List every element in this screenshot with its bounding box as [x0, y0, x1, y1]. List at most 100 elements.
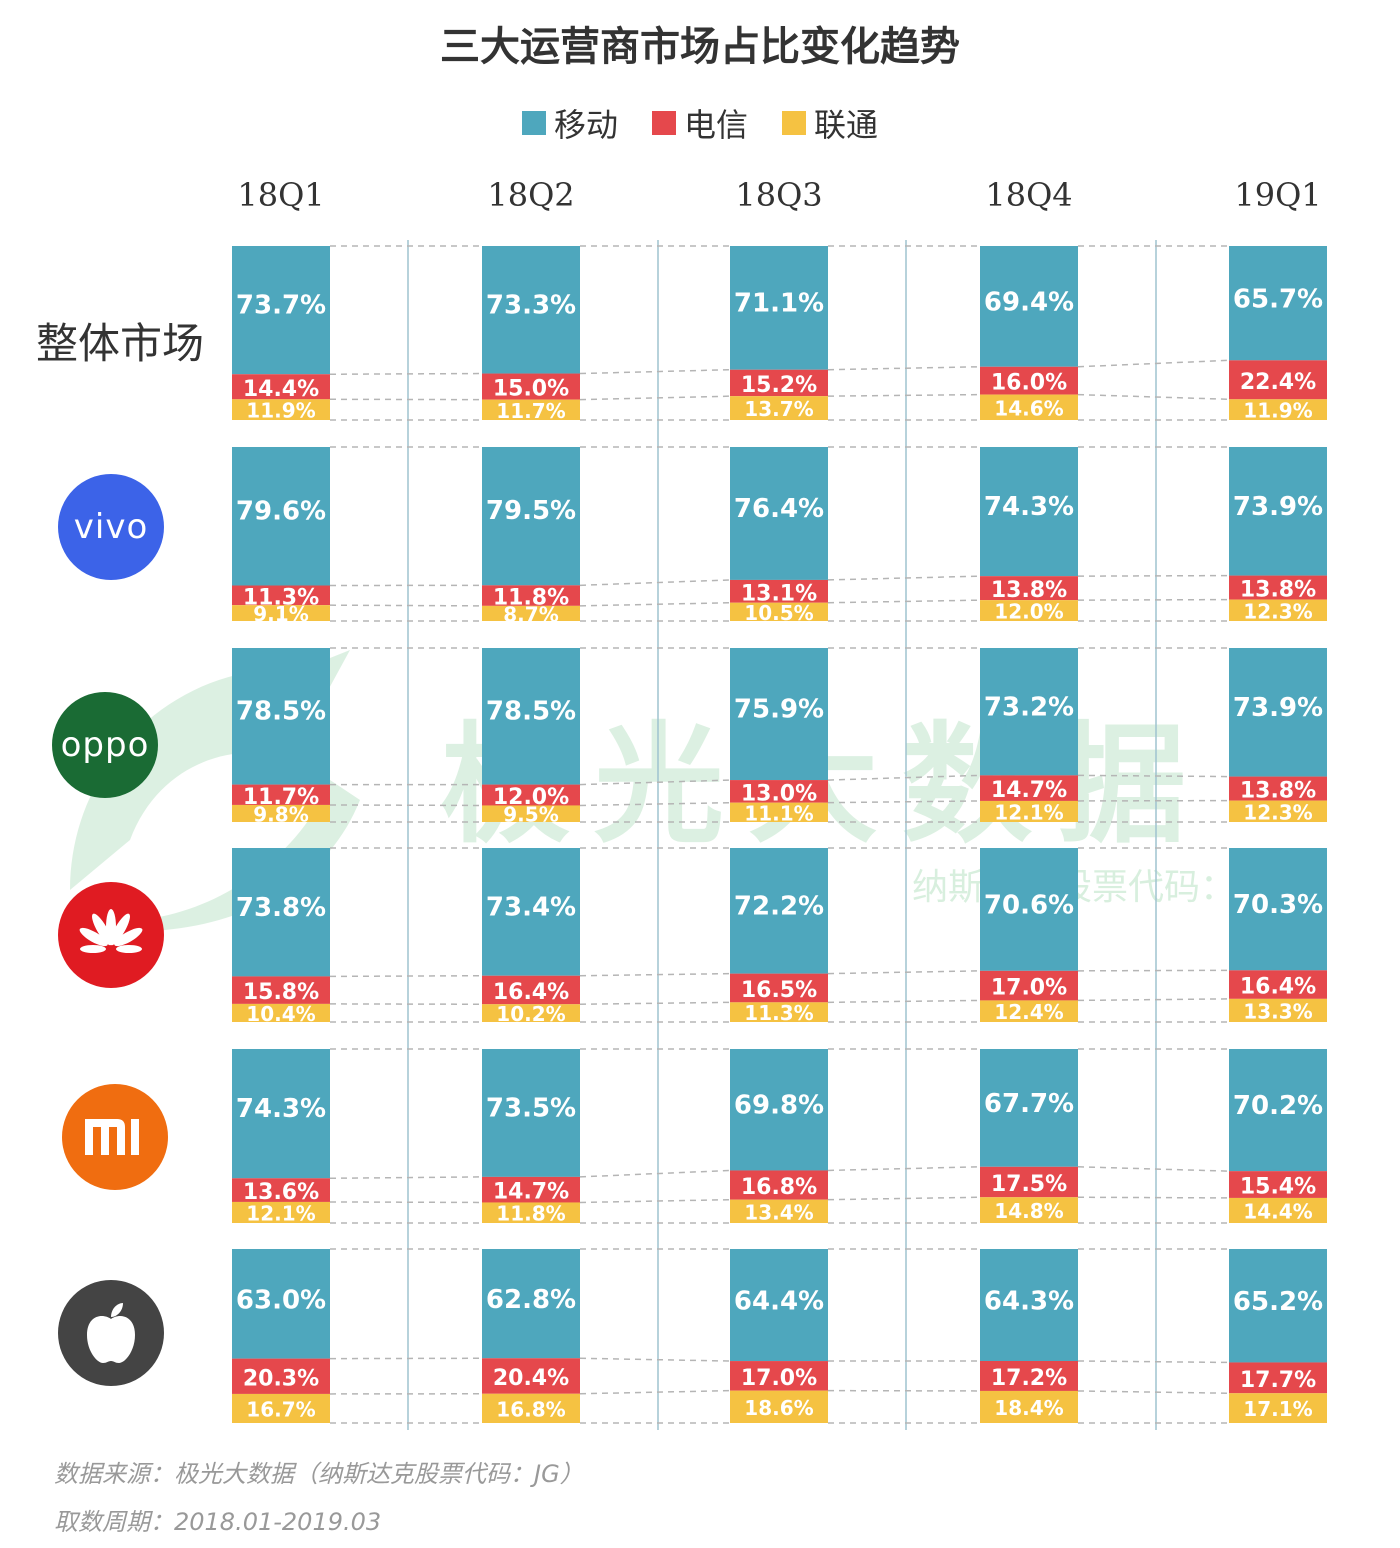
- connector-line: [579, 972, 731, 977]
- bar-segment-telecom: [232, 784, 330, 805]
- data-label-telecom: 15.0%: [493, 377, 569, 402]
- connector-line: [579, 1357, 731, 1362]
- vivo-logo-text: vivo: [73, 507, 149, 547]
- bar-segment-unicom: [482, 1004, 580, 1022]
- connector-line: [579, 579, 731, 587]
- data-label-unicom: 11.7%: [496, 399, 565, 423]
- bar-segment-mobile: [482, 648, 580, 785]
- bar-segment-mobile: [1229, 1249, 1327, 1363]
- row-label-overall: 整体市场: [36, 319, 205, 368]
- legend-item-mobile: 移动: [521, 100, 618, 146]
- legend-label-mobile: 移动: [553, 106, 618, 144]
- legend-swatch-unicom: [782, 111, 806, 135]
- data-label-telecom: 13.0%: [741, 781, 817, 806]
- data-label-mobile: 70.3%: [1233, 890, 1323, 920]
- watermark-subtext: 纳斯达克股票代码：JG: [912, 867, 1275, 908]
- data-label-mobile: 62.8%: [486, 1285, 576, 1315]
- data-label-telecom: 14.7%: [991, 778, 1067, 803]
- connector-line: [579, 801, 731, 807]
- bar-segment-telecom: [980, 1360, 1078, 1391]
- bar-segment-telecom: [730, 369, 828, 397]
- connector-line: [827, 1196, 981, 1201]
- data-label-unicom: 9.5%: [503, 803, 558, 827]
- bar-segment-unicom: [980, 800, 1078, 822]
- data-label-mobile: 79.5%: [486, 496, 576, 526]
- bar-segment-mobile: [232, 246, 330, 375]
- bar-segment-unicom: [232, 1201, 330, 1223]
- data-label-unicom: 17.1%: [1243, 1397, 1312, 1421]
- data-label-unicom: 13.3%: [1243, 999, 1312, 1023]
- bar-segment-mobile: [1229, 447, 1327, 576]
- data-label-mobile: 73.3%: [486, 290, 576, 320]
- connector-line: [1077, 1166, 1230, 1172]
- bar-segment-mobile: [980, 1249, 1078, 1361]
- bar-segment-unicom: [482, 805, 580, 822]
- data-label-mobile: 65.7%: [1233, 284, 1323, 314]
- connector-line: [1077, 1390, 1230, 1394]
- data-label-unicom: 14.8%: [994, 1199, 1063, 1223]
- bar-segment-telecom: [980, 970, 1078, 1001]
- data-label-unicom: 11.1%: [744, 801, 813, 825]
- apple-icon: [87, 1303, 135, 1363]
- connector-line: [1077, 359, 1230, 368]
- bar-segment-mobile: [730, 1249, 828, 1362]
- bar-segment-telecom: [1229, 360, 1327, 400]
- data-label-unicom: 11.3%: [744, 1001, 813, 1025]
- bar-segment-mobile: [980, 447, 1078, 577]
- bar-segment-telecom: [482, 784, 580, 806]
- data-label-telecom: 16.8%: [741, 1175, 817, 1200]
- bar-segment-unicom: [1229, 399, 1327, 420]
- connector-line: [329, 974, 483, 978]
- bar-segment-unicom: [232, 399, 330, 420]
- data-label-telecom: 13.6%: [243, 1180, 319, 1205]
- data-label-telecom: 17.5%: [991, 1172, 1067, 1197]
- bar-segment-telecom: [232, 374, 330, 400]
- bar-segment-telecom: [1229, 970, 1327, 999]
- column-header: 19Q1: [1234, 176, 1321, 214]
- bar-segment-mobile: [730, 447, 828, 580]
- connector-line: [579, 368, 731, 375]
- data-label-mobile: 72.2%: [734, 892, 824, 922]
- data-label-telecom: 13.8%: [1240, 779, 1316, 804]
- bar-segment-unicom: [232, 605, 330, 621]
- mi-logo: [62, 1084, 168, 1190]
- data-label-unicom: 18.4%: [994, 1396, 1063, 1420]
- bar-segment-mobile: [1229, 648, 1327, 777]
- data-label-mobile: 70.6%: [984, 890, 1074, 920]
- huawei-petals-icon: [79, 909, 143, 953]
- data-label-telecom: 11.7%: [243, 785, 319, 810]
- data-label-unicom: 18.6%: [744, 1396, 813, 1420]
- bar-segment-unicom: [482, 1202, 580, 1223]
- bar-segment-unicom: [730, 1002, 828, 1022]
- data-label-telecom: 15.2%: [741, 373, 817, 398]
- column-header: 18Q4: [985, 176, 1072, 214]
- bar-segment-telecom: [1229, 1171, 1327, 1198]
- bar-segment-unicom: [730, 1390, 828, 1423]
- connector-line: [827, 393, 981, 397]
- bar-segment-telecom: [730, 579, 828, 603]
- data-label-mobile: 73.4%: [486, 892, 576, 922]
- data-label-telecom: 22.4%: [1240, 370, 1316, 395]
- connector-line: [1077, 598, 1230, 601]
- connector-line: [827, 575, 981, 581]
- bar-segment-mobile: [980, 1049, 1078, 1167]
- bar-segment-telecom: [980, 775, 1078, 801]
- data-label-unicom: 10.2%: [496, 1002, 565, 1026]
- bar-segment-telecom: [730, 1361, 828, 1391]
- bar-segment-unicom: [1229, 998, 1327, 1022]
- data-label-telecom: 17.0%: [991, 976, 1067, 1001]
- data-label-unicom: 10.4%: [246, 1002, 315, 1026]
- data-label-telecom: 16.4%: [493, 980, 569, 1005]
- data-label-unicom: 13.4%: [744, 1200, 813, 1224]
- bar-segment-mobile: [730, 1049, 828, 1171]
- bar-segment-unicom: [730, 1199, 828, 1223]
- connector-line: [579, 1169, 731, 1178]
- data-label-telecom: 20.4%: [493, 1366, 569, 1391]
- connector-line: [329, 1176, 483, 1180]
- huawei-logo: [58, 882, 164, 988]
- bar-segment-mobile: [980, 848, 1078, 971]
- bar-segment-unicom: [980, 600, 1078, 621]
- bar-segment-telecom: [1229, 776, 1327, 801]
- data-label-mobile: 69.4%: [984, 287, 1074, 317]
